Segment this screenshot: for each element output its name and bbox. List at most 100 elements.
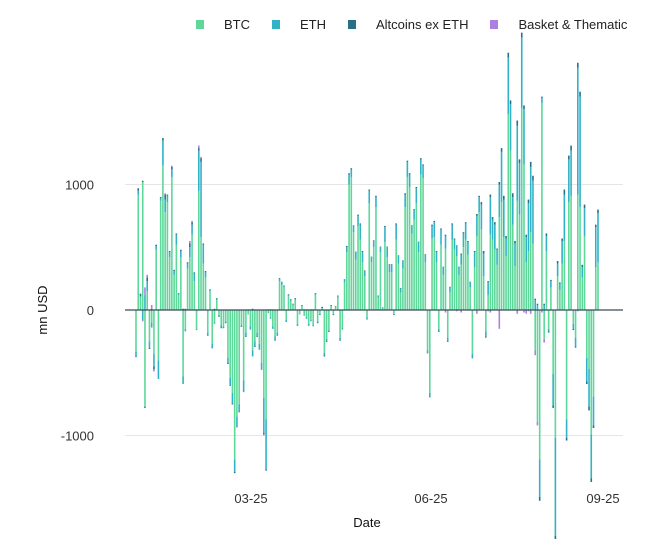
bar-eth bbox=[572, 323, 575, 329]
bar-eth bbox=[370, 257, 373, 263]
x-tick-label: 03-25 bbox=[234, 491, 267, 506]
bar-eth bbox=[278, 278, 281, 282]
bar-altcoins-ex-eth bbox=[411, 225, 413, 226]
bar-basket-thematic bbox=[525, 310, 528, 314]
bar-btc bbox=[305, 310, 308, 318]
bar-btc bbox=[520, 107, 523, 310]
bar-eth bbox=[359, 224, 362, 240]
bar-altcoins-ex-eth bbox=[532, 175, 534, 181]
bar-btc bbox=[256, 310, 258, 333]
bar-altcoins-ex-eth bbox=[500, 148, 503, 152]
bar-altcoins-ex-eth bbox=[296, 325, 299, 326]
y-axis-title: mn USD bbox=[35, 285, 50, 334]
bar-eth bbox=[325, 338, 328, 342]
bar-altcoins-ex-eth bbox=[561, 238, 563, 241]
bar-btc bbox=[269, 310, 272, 318]
bar-altcoins-ex-eth bbox=[180, 249, 182, 252]
bar-eth bbox=[321, 308, 323, 309]
bar-eth bbox=[316, 321, 319, 323]
bar-eth bbox=[141, 310, 144, 321]
bar-eth bbox=[260, 362, 263, 369]
bar-altcoins-ex-eth bbox=[563, 189, 566, 195]
bar-eth bbox=[144, 294, 146, 310]
bar-altcoins-ex-eth bbox=[469, 281, 471, 283]
bar-eth bbox=[471, 353, 474, 358]
bar-btc bbox=[503, 237, 505, 310]
legend-swatch-basket bbox=[490, 19, 499, 29]
bar-btc bbox=[523, 164, 525, 310]
bar-btc bbox=[534, 310, 536, 351]
bar-eth bbox=[525, 237, 528, 263]
bar-btc bbox=[415, 203, 418, 310]
legend-item-altcoins[interactable]: Altcoins ex ETH bbox=[348, 17, 468, 32]
bar-altcoins-ex-eth bbox=[218, 316, 220, 317]
bar-altcoins-ex-eth bbox=[556, 261, 559, 264]
bar-btc bbox=[166, 202, 169, 310]
bar-eth bbox=[554, 438, 557, 536]
bar-altcoins-ex-eth bbox=[292, 303, 294, 305]
bar-eth bbox=[379, 247, 382, 253]
bar-altcoins-ex-eth bbox=[222, 327, 225, 329]
bar-altcoins-ex-eth bbox=[545, 233, 548, 236]
legend-swatch-altcoins bbox=[348, 19, 356, 29]
bar-eth bbox=[534, 299, 536, 310]
legend-item-btc[interactable]: BTC bbox=[196, 17, 250, 32]
bar-eth bbox=[343, 279, 346, 283]
bar-btc bbox=[500, 202, 503, 310]
bar-eth bbox=[529, 166, 532, 233]
bar-btc bbox=[224, 310, 227, 322]
legend-item-basket[interactable]: Basket & Thematic bbox=[490, 17, 627, 32]
bar-btc bbox=[352, 232, 355, 310]
bar-altcoins-ex-eth bbox=[393, 314, 395, 316]
bar-eth bbox=[209, 289, 211, 292]
bar-btc bbox=[254, 310, 256, 342]
bar-eth bbox=[559, 283, 561, 290]
bar-btc bbox=[314, 294, 317, 310]
bar-eth bbox=[247, 313, 249, 315]
bar-btc bbox=[285, 310, 288, 321]
bar-eth bbox=[198, 150, 200, 191]
bar-eth bbox=[538, 459, 541, 497]
bar-eth bbox=[310, 320, 312, 322]
bar-altcoins-ex-eth bbox=[191, 222, 193, 225]
bar-altcoins-ex-eth bbox=[485, 336, 487, 338]
bar-altcoins-ex-eth bbox=[307, 325, 310, 326]
bar-altcoins-ex-eth bbox=[209, 289, 211, 290]
bar-altcoins-ex-eth bbox=[509, 100, 512, 105]
bar-eth bbox=[494, 224, 496, 250]
bar-altcoins-ex-eth bbox=[215, 298, 218, 299]
bar-altcoins-ex-eth bbox=[184, 308, 187, 310]
bar-eth bbox=[314, 293, 317, 295]
bar-altcoins-ex-eth bbox=[231, 402, 234, 404]
bar-altcoins-ex-eth bbox=[354, 251, 357, 253]
bar-btc bbox=[202, 263, 205, 310]
bar-altcoins-ex-eth bbox=[357, 214, 359, 216]
bar-altcoins-ex-eth bbox=[287, 294, 290, 295]
bar-altcoins-ex-eth bbox=[507, 52, 510, 58]
bar-altcoins-ex-eth bbox=[543, 303, 545, 305]
bar-altcoins-ex-eth bbox=[384, 225, 386, 228]
bar-altcoins-ex-eth bbox=[245, 336, 247, 337]
bar-btc bbox=[343, 282, 346, 310]
bar-eth bbox=[265, 419, 267, 470]
bar-eth bbox=[242, 380, 245, 391]
bar-btc bbox=[139, 297, 142, 310]
legend-item-eth[interactable]: ETH bbox=[272, 17, 326, 32]
bar-eth bbox=[458, 267, 460, 275]
chart-legend: BTC ETH Altcoins ex ETH Basket & Themati… bbox=[196, 14, 649, 34]
bar-btc bbox=[298, 310, 301, 314]
bar-eth bbox=[460, 254, 462, 265]
bar-altcoins-ex-eth bbox=[579, 91, 581, 97]
bar-altcoins-ex-eth bbox=[417, 241, 420, 243]
bar-eth bbox=[301, 305, 303, 307]
bar-altcoins-ex-eth bbox=[289, 299, 292, 300]
bar-btc bbox=[485, 310, 487, 332]
bar-eth bbox=[251, 350, 254, 357]
bar-eth bbox=[437, 328, 440, 332]
bar-altcoins-ex-eth bbox=[339, 340, 341, 341]
bar-altcoins-ex-eth bbox=[426, 352, 429, 354]
bar-altcoins-ex-eth bbox=[363, 270, 366, 272]
bar-altcoins-ex-eth bbox=[159, 197, 162, 199]
bar-eth bbox=[195, 328, 198, 331]
bar-altcoins-ex-eth bbox=[278, 278, 281, 279]
